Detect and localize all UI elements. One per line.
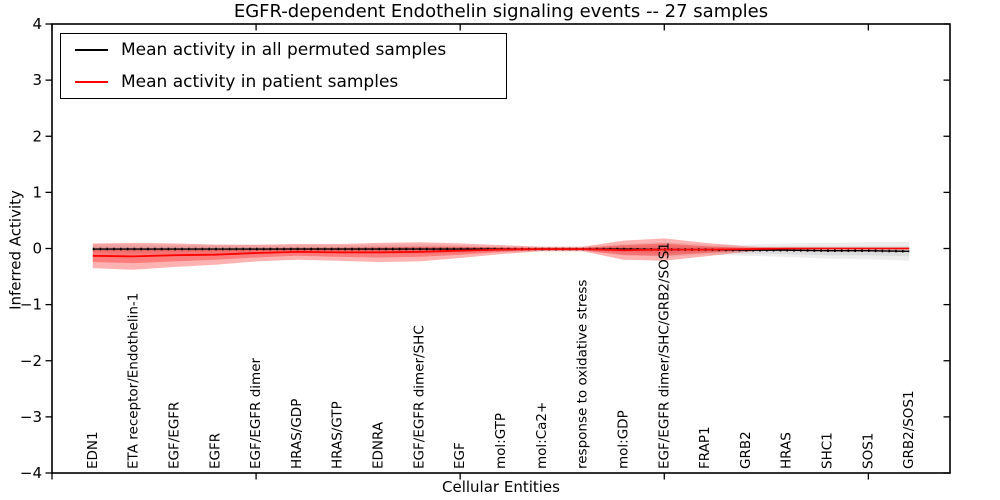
x-tick-label: HRAS/GDP [289,399,305,469]
x-tick-label: EDNRA [371,421,387,469]
y-tick-label: 3 [32,71,42,89]
y-tick-label: 1 [32,183,42,201]
x-tick-label: mol:GDP [616,410,632,469]
y-tick-label: 4 [32,15,42,33]
x-tick-label: GRB2/SOS1 [901,390,917,469]
x-tick-label: SHC1 [820,432,836,469]
x-tick-label: EGF/EGFR dimer/SHC/GRB2/SOS1 [656,242,672,469]
x-tick-label: EGF/EGFR dimer [248,357,264,469]
x-tick-label: mol:Ca2+ [534,402,550,469]
x-tick-label: EGF [452,442,468,469]
permuted-line-swatch [75,49,108,52]
chart-title: EGFR-dependent Endothelin signaling even… [233,1,769,22]
x-tick-label: EGF/EGFR [167,402,183,469]
x-tick-label: FRAP1 [697,426,713,469]
x-tick-label: HRAS [779,432,795,469]
x-tick-label: EDN1 [85,431,101,469]
legend-label: Mean activity in all permuted samples [121,40,447,61]
x-tick-label: mol:GTP [493,413,509,469]
x-tick-label: EGF/EGFR dimer/SHC [411,325,427,469]
y-tick-label: −2 [20,352,42,370]
x-tick-label: ETA receptor/Endothelin-1 [126,293,142,469]
x-tick-label: SOS1 [860,433,876,469]
band-permuted-outer [92,241,910,261]
y-tick-label: 0 [32,240,42,258]
x-axis-label: Cellular Entities [442,478,560,496]
x-tick-label: HRAS/GTP [330,401,346,469]
x-tick-label: EGFR [207,433,223,469]
legend-label: Mean activity in patient samples [121,71,399,92]
y-tick-label: −3 [20,408,42,426]
x-tick-label: response to oxidative stress [575,280,591,469]
patient-mean-line [92,247,910,258]
patient-line-swatch [75,80,108,83]
band-patient-outer [92,238,910,270]
y-tick-label: 2 [32,127,42,145]
legend: Mean activity in all permuted samples Me… [60,33,507,99]
x-tick-label: GRB2 [738,431,754,469]
y-tick-label: −1 [20,296,42,314]
legend-item-patient: Mean activity in patient samples [61,67,506,97]
legend-item-permuted: Mean activity in all permuted samples [61,35,506,65]
y-tick-label: −4 [20,464,42,482]
